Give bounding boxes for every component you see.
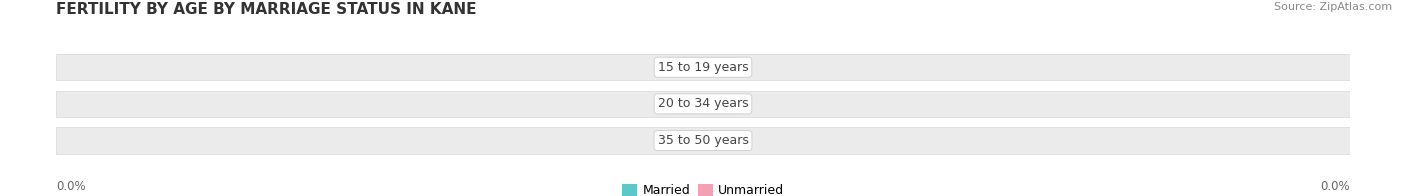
Text: FERTILITY BY AGE BY MARRIAGE STATUS IN KANE: FERTILITY BY AGE BY MARRIAGE STATUS IN K…: [56, 2, 477, 17]
Legend: Married, Unmarried: Married, Unmarried: [617, 179, 789, 196]
Text: 0.0%: 0.0%: [669, 97, 702, 110]
Bar: [668, 57, 703, 77]
Text: 0.0%: 0.0%: [1320, 180, 1350, 193]
Text: 0.0%: 0.0%: [56, 180, 86, 193]
Text: 0.0%: 0.0%: [704, 97, 737, 110]
Bar: [703, 94, 738, 114]
Text: 0.0%: 0.0%: [669, 61, 702, 74]
Bar: [668, 94, 703, 114]
Text: 20 to 34 years: 20 to 34 years: [658, 97, 748, 110]
Text: 0.0%: 0.0%: [669, 134, 702, 147]
Bar: [56, 54, 1350, 80]
Bar: [56, 91, 1350, 117]
Bar: [56, 127, 1350, 154]
Text: 35 to 50 years: 35 to 50 years: [658, 134, 748, 147]
Text: 15 to 19 years: 15 to 19 years: [658, 61, 748, 74]
Bar: [703, 57, 738, 77]
Bar: [703, 131, 738, 151]
Text: 0.0%: 0.0%: [704, 134, 737, 147]
Text: 0.0%: 0.0%: [704, 61, 737, 74]
Text: Source: ZipAtlas.com: Source: ZipAtlas.com: [1274, 2, 1392, 12]
Bar: [668, 131, 703, 151]
